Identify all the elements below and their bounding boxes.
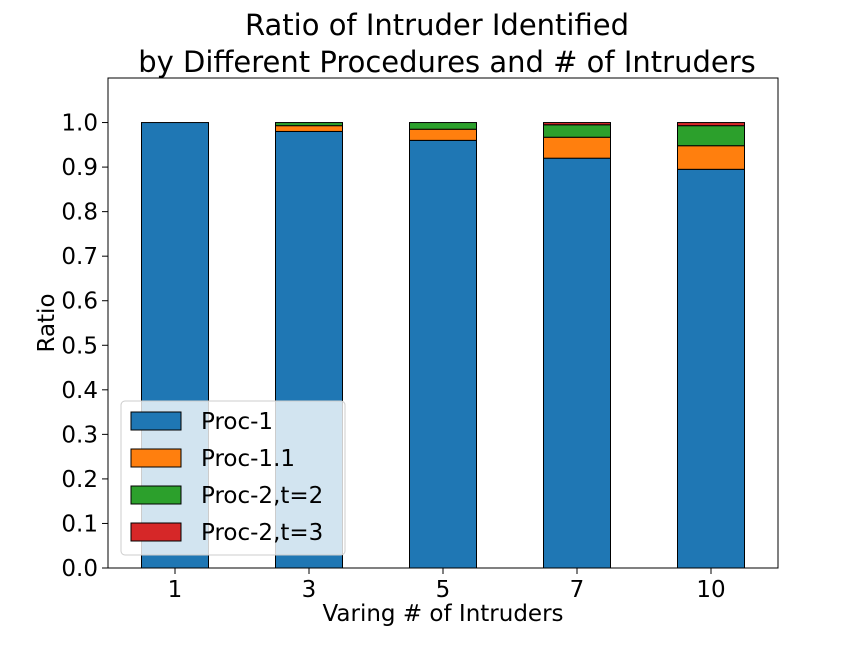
y-tick-label: 0.4 — [61, 378, 98, 404]
y-tick-label: 0.6 — [61, 289, 98, 315]
legend-label: Proc-1.1 — [201, 446, 295, 472]
legend: Proc-1 Proc-1.1 Proc-2,t=2 Proc-2,t=3 — [120, 400, 346, 556]
bar-proc-2-t-2-cat-5 — [409, 122, 477, 130]
bar-proc-1-1-cat-5 — [409, 128, 477, 141]
x-axis-label: Varing # of Intruders — [322, 601, 563, 627]
bar-proc-2-t-3-cat-7 — [543, 122, 611, 126]
y-tick-label: 1.0 — [61, 111, 98, 137]
y-tick-label: 0.9 — [61, 155, 98, 181]
bar-proc-1-cat-7 — [543, 157, 611, 569]
bar-proc-1-1-cat-3 — [275, 125, 343, 132]
bar-proc-1-1-cat-7 — [543, 136, 611, 159]
x-tick-label: 7 — [570, 577, 585, 603]
legend-label: Proc-1 — [201, 409, 273, 435]
chart-title-line-2: by Different Procedures and # of Intrude… — [138, 45, 755, 79]
y-tick-label: 0.8 — [61, 200, 98, 226]
bar-proc-2-t-2-cat-10 — [677, 125, 745, 147]
y-axis-label: Ratio — [34, 293, 60, 352]
bar-proc-1-cat-5 — [409, 139, 477, 569]
plot-frame — [107, 77, 779, 569]
legend-swatch — [130, 522, 182, 542]
legend-swatch — [130, 448, 182, 468]
legend-label: Proc-2,t=2 — [201, 483, 323, 509]
y-tick-label: 0.5 — [61, 333, 98, 359]
y-tick-label: 0.3 — [61, 422, 98, 448]
y-tick-label: 0.2 — [61, 467, 98, 493]
y-tick-label: 0.0 — [61, 556, 98, 582]
x-tick-label: 1 — [168, 577, 183, 603]
bar-proc-2-t-2-cat-3 — [275, 122, 343, 127]
bar-proc-2-t-3-cat-10 — [677, 122, 745, 127]
chart-title-line-1: Ratio of Intruder Identified — [245, 8, 629, 42]
legend-swatch — [130, 485, 182, 505]
y-tick-label: 0.7 — [61, 244, 98, 270]
x-tick-label: 10 — [696, 577, 725, 603]
x-tick-label: 3 — [302, 577, 317, 603]
bar-proc-1-1-cat-10 — [677, 145, 745, 170]
legend-frame — [120, 400, 346, 556]
y-tick-label: 0.1 — [61, 511, 98, 537]
bar-proc-1-cat-10 — [677, 168, 745, 569]
x-axis-ticks: 1 3 5 7 10 — [168, 568, 726, 603]
legend-label: Proc-2,t=3 — [201, 520, 323, 546]
x-tick-label: 5 — [436, 577, 451, 603]
legend-swatch — [130, 411, 182, 431]
bar-proc-2-t-2-cat-7 — [543, 124, 611, 138]
y-axis-ticks: 0.0 0.1 0.2 0.3 0.4 0.5 0.6 0.7 0.8 0.9 1.0 — [61, 111, 108, 582]
